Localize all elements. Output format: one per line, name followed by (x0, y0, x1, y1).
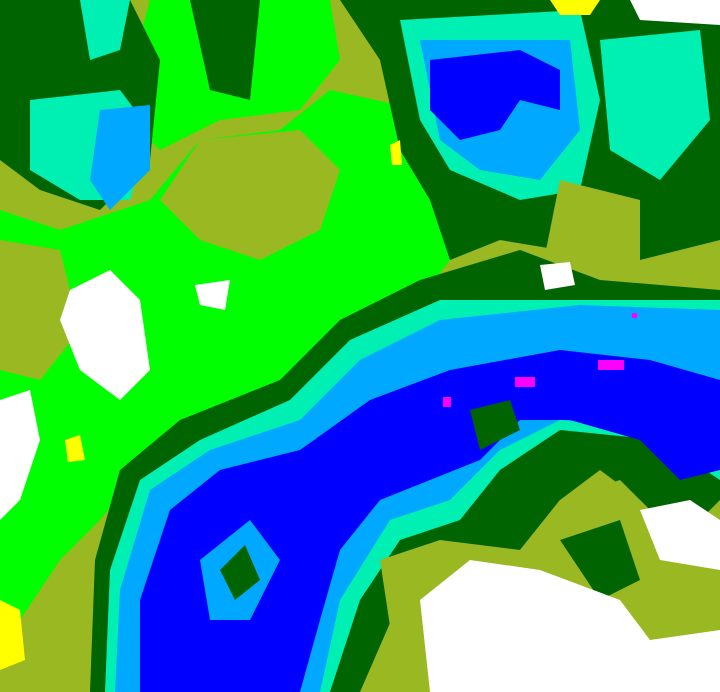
white-patch (630, 0, 720, 25)
yellow-patch (390, 140, 402, 165)
olive-patch (160, 130, 340, 260)
dark-green-patch (560, 520, 640, 600)
white-region-edge (0, 390, 40, 520)
river-island (470, 400, 520, 450)
yellow-patch (65, 435, 85, 462)
aquamarine-patch (80, 0, 130, 60)
river-island (220, 545, 260, 600)
magenta-spot (598, 360, 624, 370)
white-patch (195, 280, 230, 310)
blue-region (430, 50, 560, 140)
yellow-patch (550, 0, 600, 15)
white-region-south (420, 560, 720, 692)
magenta-spot (443, 397, 451, 407)
white-patch (540, 262, 575, 290)
white-region-east (640, 500, 720, 570)
magenta-spot (632, 313, 637, 318)
magenta-spot (515, 377, 535, 387)
river-blue (140, 350, 720, 692)
aquamarine-patch (600, 30, 710, 180)
olive-patch (0, 240, 80, 380)
dark-green-patch (190, 0, 260, 100)
yellow-patch (0, 600, 25, 670)
light-blue-patch (90, 105, 150, 210)
white-region-west (60, 270, 150, 400)
